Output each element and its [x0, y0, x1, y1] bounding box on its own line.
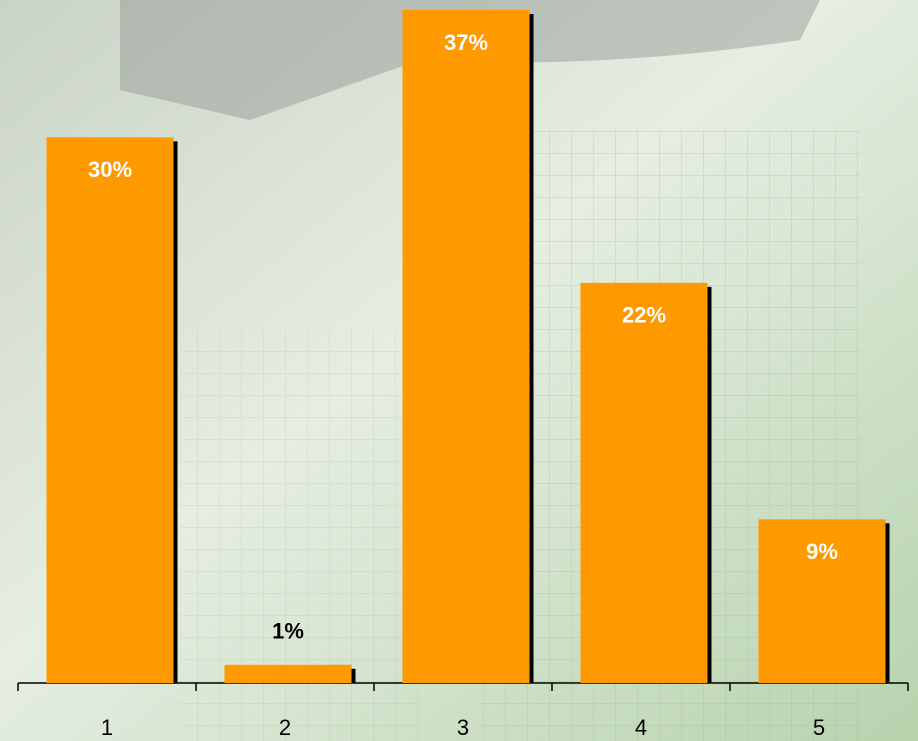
bar	[402, 10, 530, 683]
bar-shadow	[885, 523, 890, 683]
value-label: 22%	[622, 303, 666, 328]
bar-shadow	[351, 668, 356, 683]
bar-shadow	[173, 141, 178, 683]
value-label: 1%	[272, 619, 304, 644]
bar	[46, 137, 174, 683]
bar-shadow	[529, 14, 534, 683]
bar	[580, 282, 708, 683]
x-tick-label: 5	[813, 715, 825, 740]
x-tick-label: 4	[635, 715, 647, 740]
bar	[758, 519, 886, 683]
bar	[224, 664, 352, 683]
value-label: 37%	[444, 30, 488, 55]
value-label: 30%	[88, 157, 132, 182]
x-tick-label: 1	[101, 715, 113, 740]
x-tick-label: 2	[279, 715, 291, 740]
value-label: 9%	[806, 539, 838, 564]
bar-shadow	[707, 286, 712, 683]
x-tick-label: 3	[457, 715, 469, 740]
